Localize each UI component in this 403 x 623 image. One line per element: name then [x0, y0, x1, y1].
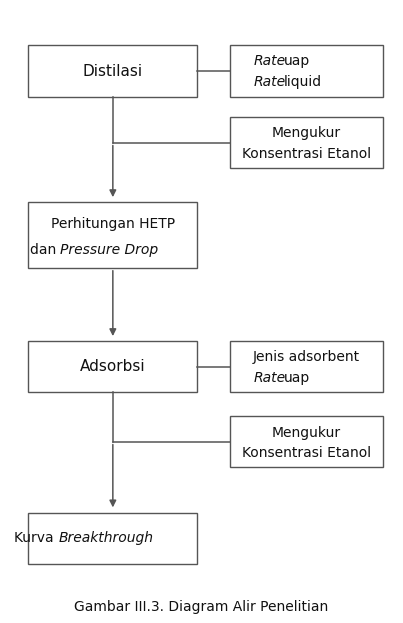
Text: Jenis adsorbent: Jenis adsorbent	[253, 350, 360, 364]
Text: Rate: Rate	[254, 75, 286, 89]
FancyBboxPatch shape	[230, 416, 383, 467]
Text: Rate: Rate	[254, 54, 286, 68]
FancyBboxPatch shape	[230, 117, 383, 168]
FancyBboxPatch shape	[230, 341, 383, 392]
Text: uap: uap	[284, 54, 310, 68]
Text: Rate: Rate	[254, 371, 286, 385]
Text: Gambar III.3. Diagram Alir Penelitian: Gambar III.3. Diagram Alir Penelitian	[75, 601, 328, 614]
FancyBboxPatch shape	[28, 341, 197, 392]
Text: dan: dan	[30, 243, 60, 257]
Text: Konsentrasi Etanol: Konsentrasi Etanol	[242, 446, 371, 460]
Text: Breakthrough: Breakthrough	[58, 531, 154, 545]
FancyBboxPatch shape	[28, 45, 197, 97]
Text: liquid: liquid	[284, 75, 322, 89]
Text: Mengukur: Mengukur	[272, 126, 341, 140]
Text: Distilasi: Distilasi	[83, 64, 143, 78]
Text: uap: uap	[284, 371, 310, 385]
Text: Konsentrasi Etanol: Konsentrasi Etanol	[242, 147, 371, 161]
Text: Kurva: Kurva	[15, 531, 58, 545]
FancyBboxPatch shape	[28, 202, 197, 268]
FancyBboxPatch shape	[28, 513, 197, 564]
FancyBboxPatch shape	[230, 45, 383, 97]
Text: Adsorbsi: Adsorbsi	[80, 359, 145, 374]
Text: Mengukur: Mengukur	[272, 426, 341, 439]
Text: Pressure Drop: Pressure Drop	[60, 243, 158, 257]
Text: Perhitungan HETP: Perhitungan HETP	[51, 217, 175, 231]
